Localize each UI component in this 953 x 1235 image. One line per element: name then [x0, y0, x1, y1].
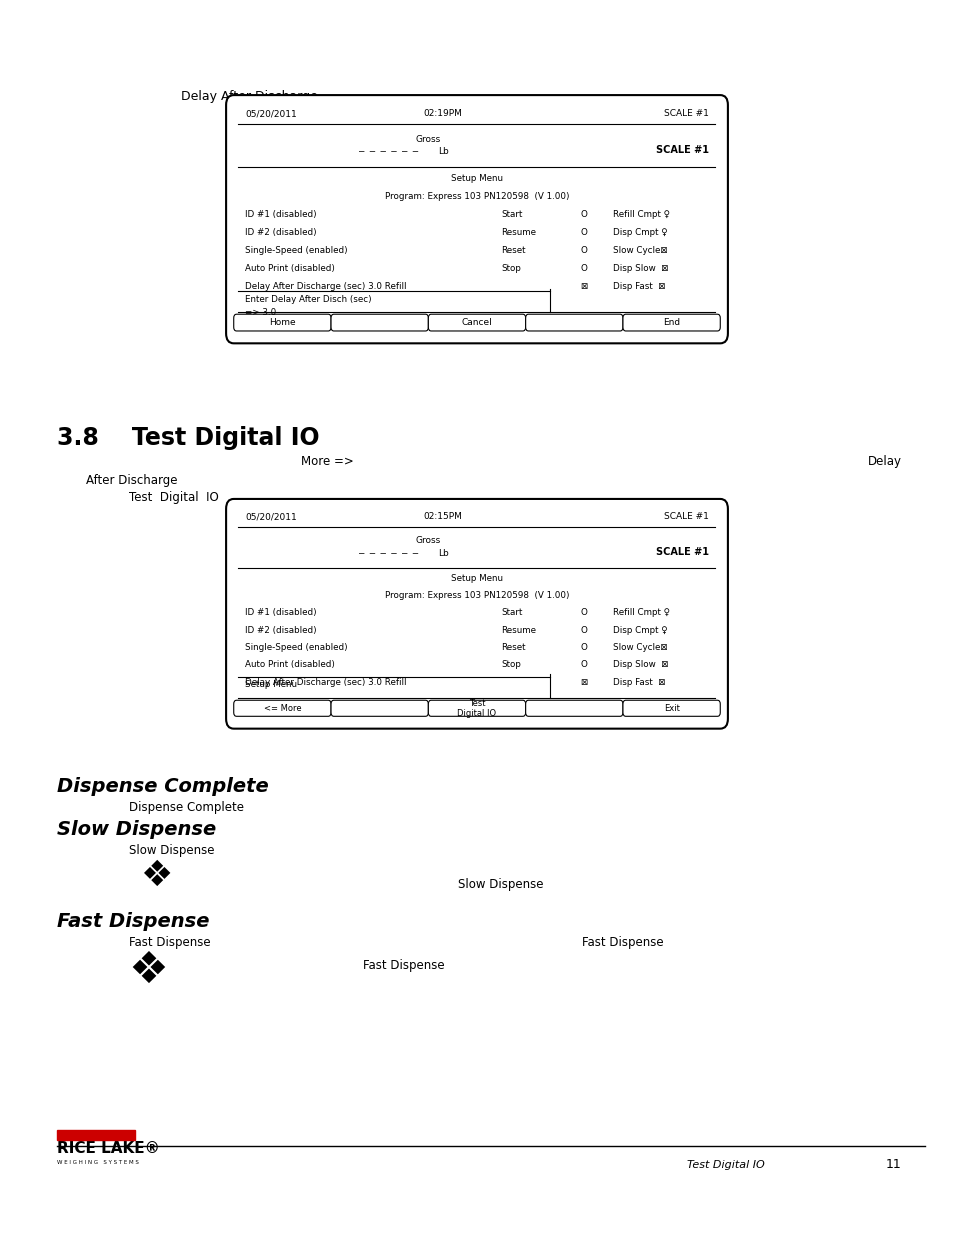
FancyBboxPatch shape — [226, 499, 727, 729]
Text: Slow Dispense: Slow Dispense — [129, 845, 214, 857]
Text: Delay After Discharge: Delay After Discharge — [181, 90, 317, 103]
Text: 11: 11 — [884, 1158, 901, 1171]
Text: Fast Dispense: Fast Dispense — [362, 960, 444, 972]
Text: Stop: Stop — [501, 263, 520, 273]
Text: Slow Dispense: Slow Dispense — [57, 820, 216, 840]
Text: Disp Cmpt ♀: Disp Cmpt ♀ — [613, 227, 667, 237]
Text: Disp Slow  ⊠: Disp Slow ⊠ — [613, 263, 668, 273]
Text: — — — — — —: — — — — — — — [359, 147, 418, 156]
FancyBboxPatch shape — [525, 700, 622, 716]
Text: Test  Digital  IO: Test Digital IO — [129, 492, 218, 504]
Text: ID #2 (disabled): ID #2 (disabled) — [245, 626, 316, 635]
Text: <= More: <= More — [263, 704, 301, 713]
Text: Auto Print (disabled): Auto Print (disabled) — [245, 263, 335, 273]
Text: Setup Menu: Setup Menu — [451, 174, 502, 183]
Text: Setup Menu: Setup Menu — [451, 574, 502, 583]
Text: More =>: More => — [300, 456, 353, 468]
FancyBboxPatch shape — [428, 700, 525, 716]
Text: Slow Cycle⊠: Slow Cycle⊠ — [613, 246, 667, 254]
Text: Lb: Lb — [437, 548, 448, 557]
Text: SCALE #1: SCALE #1 — [655, 146, 708, 156]
Text: Single-Speed (enabled): Single-Speed (enabled) — [245, 246, 348, 254]
Text: 3.8    Test Digital IO: 3.8 Test Digital IO — [57, 426, 319, 451]
Text: Setup Menu: Setup Menu — [245, 680, 297, 689]
Text: After Discharge: After Discharge — [86, 474, 177, 487]
Text: Disp Fast  ⊠: Disp Fast ⊠ — [613, 678, 665, 687]
Text: O: O — [580, 643, 587, 652]
Text: Refill Cmpt ♀: Refill Cmpt ♀ — [613, 210, 670, 219]
Text: O: O — [580, 246, 587, 254]
Text: Test Digital IO: Test Digital IO — [686, 1160, 763, 1170]
Text: Exit: Exit — [663, 704, 679, 713]
Text: Disp Cmpt ♀: Disp Cmpt ♀ — [613, 626, 667, 635]
Text: Gross: Gross — [416, 135, 440, 143]
Text: Refill Cmpt ♀: Refill Cmpt ♀ — [613, 609, 670, 618]
Text: 02:15PM: 02:15PM — [423, 513, 462, 521]
FancyBboxPatch shape — [525, 314, 622, 331]
Text: Resume: Resume — [501, 227, 536, 237]
Text: ID #1 (disabled): ID #1 (disabled) — [245, 609, 316, 618]
Text: Slow Dispense: Slow Dispense — [457, 878, 543, 890]
Text: W E I G H I N G   S Y S T E M S: W E I G H I N G S Y S T E M S — [57, 1160, 139, 1165]
Text: End: End — [662, 319, 679, 327]
Text: Delay After Discharge (sec) 3.0 Refill: Delay After Discharge (sec) 3.0 Refill — [245, 678, 406, 687]
Text: O: O — [580, 661, 587, 669]
Text: Program: Express 103 PN120598  (V 1.00): Program: Express 103 PN120598 (V 1.00) — [384, 592, 569, 600]
Text: Reset: Reset — [501, 246, 525, 254]
Text: Auto Print (disabled): Auto Print (disabled) — [245, 661, 335, 669]
Text: Gross: Gross — [416, 536, 440, 545]
Text: Dispense Complete: Dispense Complete — [129, 802, 244, 814]
Bar — [57, 1130, 135, 1140]
FancyBboxPatch shape — [331, 700, 428, 716]
Text: Fast Dispense: Fast Dispense — [581, 936, 663, 948]
Text: O: O — [580, 227, 587, 237]
FancyBboxPatch shape — [622, 314, 720, 331]
Text: Test
Digital IO: Test Digital IO — [456, 699, 497, 718]
Text: Resume: Resume — [501, 626, 536, 635]
Text: SCALE #1: SCALE #1 — [655, 547, 708, 557]
Text: Program: Express 103 PN120598  (V 1.00): Program: Express 103 PN120598 (V 1.00) — [384, 191, 569, 201]
Text: ❖: ❖ — [128, 950, 168, 992]
Text: ❖: ❖ — [141, 858, 173, 893]
Text: 05/20/2011: 05/20/2011 — [245, 109, 296, 119]
Text: Lb: Lb — [437, 147, 448, 156]
Text: ⊠: ⊠ — [579, 678, 587, 687]
Text: Start: Start — [501, 609, 522, 618]
Text: Fast Dispense: Fast Dispense — [129, 936, 211, 948]
Text: Enter Delay After Disch (sec): Enter Delay After Disch (sec) — [245, 295, 372, 304]
Text: 02:19PM: 02:19PM — [423, 109, 462, 119]
Text: O: O — [580, 626, 587, 635]
Text: Cancel: Cancel — [461, 319, 492, 327]
Text: Home: Home — [269, 319, 295, 327]
Text: SCALE #1: SCALE #1 — [663, 109, 708, 119]
Text: RICE LAKE®: RICE LAKE® — [57, 1141, 160, 1156]
FancyBboxPatch shape — [233, 700, 331, 716]
Text: — — — — — —: — — — — — — — [359, 548, 418, 557]
FancyBboxPatch shape — [622, 700, 720, 716]
Text: Reset: Reset — [501, 643, 525, 652]
Text: ID #2 (disabled): ID #2 (disabled) — [245, 227, 316, 237]
FancyBboxPatch shape — [331, 314, 428, 331]
Text: O: O — [580, 263, 587, 273]
Text: SCALE #1: SCALE #1 — [663, 513, 708, 521]
Text: Slow Cycle⊠: Slow Cycle⊠ — [613, 643, 667, 652]
Text: Fast Dispense: Fast Dispense — [57, 911, 210, 931]
FancyBboxPatch shape — [226, 95, 727, 343]
Text: Disp Fast  ⊠: Disp Fast ⊠ — [613, 282, 665, 290]
Text: Dispense Complete: Dispense Complete — [57, 777, 269, 797]
Text: Stop: Stop — [501, 661, 520, 669]
Text: Delay After Discharge (sec) 3.0 Refill: Delay After Discharge (sec) 3.0 Refill — [245, 282, 406, 290]
FancyBboxPatch shape — [233, 314, 331, 331]
FancyBboxPatch shape — [428, 314, 525, 331]
Text: O: O — [580, 210, 587, 219]
Text: => 3.0: => 3.0 — [245, 309, 276, 317]
Text: ⊠: ⊠ — [579, 282, 587, 290]
Text: Single-Speed (enabled): Single-Speed (enabled) — [245, 643, 348, 652]
Text: Disp Slow  ⊠: Disp Slow ⊠ — [613, 661, 668, 669]
Text: Start: Start — [501, 210, 522, 219]
Text: Delay: Delay — [867, 456, 902, 468]
Text: 05/20/2011: 05/20/2011 — [245, 513, 296, 521]
Text: O: O — [580, 609, 587, 618]
Text: ID #1 (disabled): ID #1 (disabled) — [245, 210, 316, 219]
